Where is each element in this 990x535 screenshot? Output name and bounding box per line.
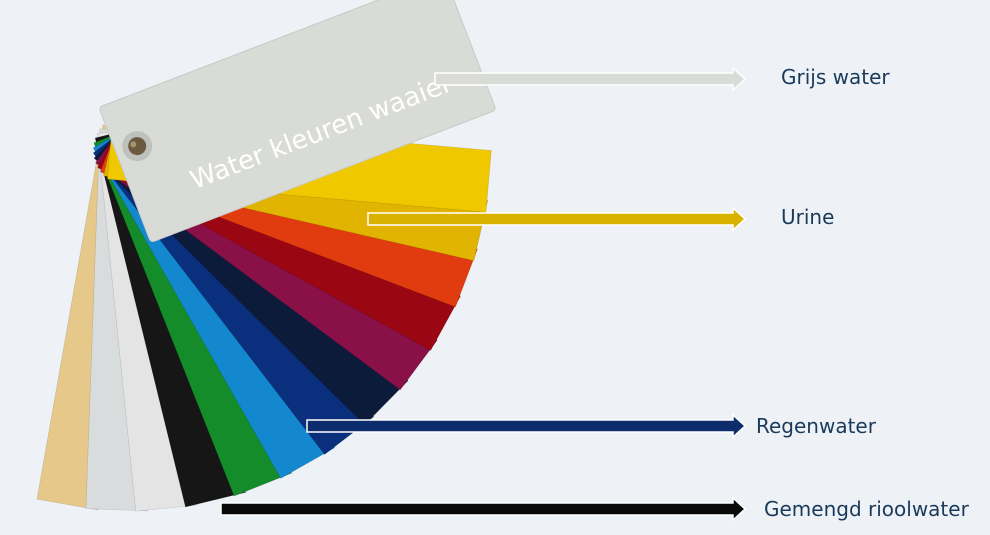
arrow-grijs-shape bbox=[434, 66, 747, 92]
arrow-urine bbox=[367, 206, 747, 232]
arrow-urine-shape bbox=[367, 206, 747, 232]
arrow-grijs bbox=[434, 66, 747, 92]
top-card-face bbox=[99, 0, 496, 242]
label-gemengd-rioolwater: Gemengd rioolwater bbox=[764, 497, 969, 521]
arrow-regen bbox=[306, 413, 747, 439]
arrow-regen-shape bbox=[306, 413, 747, 439]
label-grijs-water: Grijs water bbox=[781, 65, 890, 89]
label-regenwater: Regenwater bbox=[756, 414, 876, 438]
rivet-highlight bbox=[130, 141, 137, 148]
arrow-gemengd bbox=[220, 496, 747, 522]
arrow-gemengd-shape bbox=[220, 496, 747, 522]
label-urine: Urine bbox=[781, 205, 835, 229]
